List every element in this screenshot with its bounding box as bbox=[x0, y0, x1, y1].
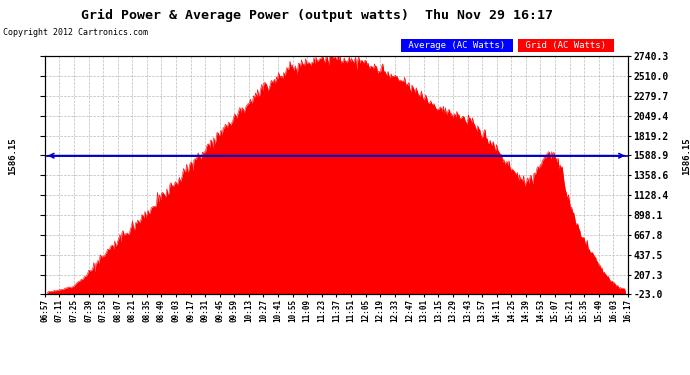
Text: Grid (AC Watts): Grid (AC Watts) bbox=[520, 41, 611, 50]
Text: Average (AC Watts): Average (AC Watts) bbox=[404, 41, 511, 50]
Text: Grid Power & Average Power (output watts)  Thu Nov 29 16:17: Grid Power & Average Power (output watts… bbox=[81, 9, 553, 22]
Text: 1586.15: 1586.15 bbox=[8, 137, 17, 174]
Text: 1586.15: 1586.15 bbox=[682, 137, 690, 174]
Text: Copyright 2012 Cartronics.com: Copyright 2012 Cartronics.com bbox=[3, 28, 148, 37]
